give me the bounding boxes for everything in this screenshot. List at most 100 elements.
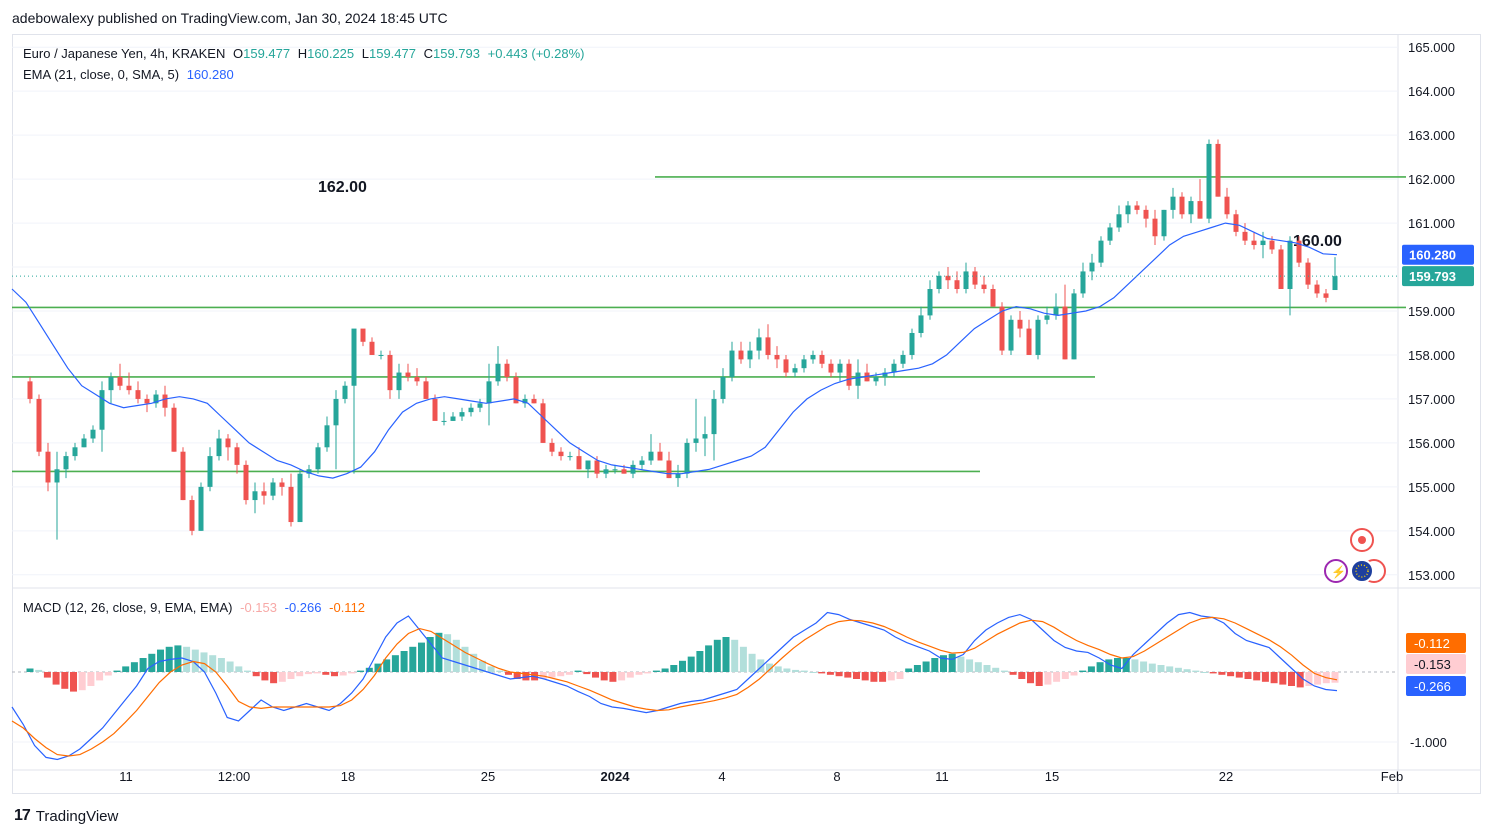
candle[interactable] bbox=[279, 482, 285, 487]
macd-histogram-bar[interactable] bbox=[200, 652, 208, 672]
candle[interactable] bbox=[1017, 319, 1023, 329]
candle[interactable] bbox=[972, 271, 978, 285]
candle[interactable] bbox=[423, 381, 429, 399]
candle[interactable] bbox=[747, 350, 753, 360]
macd-histogram-bar[interactable] bbox=[348, 672, 356, 674]
candle[interactable] bbox=[522, 398, 528, 404]
candle[interactable] bbox=[810, 354, 816, 360]
macd-histogram-bar[interactable] bbox=[1235, 672, 1243, 678]
macd-histogram-bar[interactable] bbox=[1174, 667, 1182, 672]
candle[interactable] bbox=[63, 456, 69, 470]
macd-histogram-bar[interactable] bbox=[1209, 672, 1217, 674]
candle[interactable] bbox=[396, 372, 402, 391]
candle[interactable] bbox=[1224, 196, 1230, 215]
macd-histogram-bar[interactable] bbox=[792, 669, 800, 672]
macd-histogram-bar[interactable] bbox=[574, 670, 582, 672]
macd-label[interactable]: MACD (12, 26, close, 9, EMA, EMA) bbox=[23, 600, 233, 615]
candle[interactable] bbox=[288, 486, 294, 523]
macd-histogram-bar[interactable] bbox=[461, 646, 469, 672]
macd-histogram-bar[interactable] bbox=[931, 658, 939, 672]
candle[interactable] bbox=[315, 447, 321, 470]
candle[interactable] bbox=[90, 429, 96, 439]
macd-histogram-bar[interactable] bbox=[52, 672, 60, 685]
macd-histogram-bar[interactable] bbox=[1122, 658, 1130, 672]
candle[interactable] bbox=[360, 328, 366, 342]
candle[interactable] bbox=[252, 491, 258, 501]
macd-histogram-bar[interactable] bbox=[1018, 672, 1026, 679]
candle[interactable] bbox=[1188, 201, 1194, 215]
candle[interactable] bbox=[378, 354, 384, 356]
candle[interactable] bbox=[1170, 196, 1176, 210]
candle[interactable] bbox=[603, 469, 609, 474]
candle[interactable] bbox=[1062, 306, 1068, 360]
candle[interactable] bbox=[459, 412, 465, 417]
lightning-event-icon[interactable] bbox=[1324, 559, 1348, 583]
macd-histogram-bar[interactable] bbox=[1044, 672, 1052, 685]
macd-histogram-bar[interactable] bbox=[478, 660, 486, 672]
macd-histogram-bar[interactable] bbox=[853, 672, 860, 679]
macd-histogram-bar[interactable] bbox=[783, 668, 791, 673]
candle[interactable] bbox=[1242, 231, 1248, 241]
macd-histogram-bar[interactable] bbox=[887, 672, 895, 681]
candle[interactable] bbox=[72, 447, 78, 457]
macd-histogram-bar[interactable] bbox=[600, 672, 608, 681]
macd-histogram-bar[interactable] bbox=[800, 670, 808, 672]
candle[interactable] bbox=[414, 376, 420, 382]
candle[interactable] bbox=[1278, 249, 1284, 290]
macd-histogram-bar[interactable] bbox=[618, 672, 626, 681]
candle[interactable] bbox=[1287, 240, 1293, 290]
macd-histogram-bar[interactable] bbox=[1131, 659, 1139, 672]
footer-brand[interactable]: 17 TradingView bbox=[14, 807, 118, 825]
candle[interactable] bbox=[126, 385, 132, 391]
candle[interactable] bbox=[792, 368, 798, 373]
macd-histogram-bar[interactable] bbox=[304, 672, 312, 675]
macd-histogram-bar[interactable] bbox=[296, 672, 304, 677]
candle[interactable] bbox=[1233, 214, 1239, 232]
macd-histogram-bar[interactable] bbox=[122, 666, 130, 672]
candle[interactable] bbox=[153, 394, 159, 404]
macd-histogram-bar[interactable] bbox=[1288, 672, 1295, 686]
candle[interactable] bbox=[891, 363, 897, 373]
candle[interactable] bbox=[900, 354, 906, 364]
candle[interactable] bbox=[1269, 240, 1275, 250]
candle[interactable] bbox=[333, 398, 339, 426]
macd-histogram-bar[interactable] bbox=[940, 655, 947, 672]
candle[interactable] bbox=[216, 438, 222, 457]
candle[interactable] bbox=[828, 363, 834, 373]
macd-histogram-bar[interactable] bbox=[974, 662, 982, 672]
macd-histogram-bar[interactable] bbox=[957, 656, 965, 672]
candle[interactable] bbox=[540, 403, 546, 443]
candle[interactable] bbox=[1080, 271, 1086, 294]
candle[interactable] bbox=[117, 376, 123, 386]
macd-histogram-bar[interactable] bbox=[61, 672, 69, 689]
candle[interactable] bbox=[1125, 205, 1131, 215]
macd-histogram-bar[interactable] bbox=[696, 651, 704, 672]
macd-histogram-bar[interactable] bbox=[713, 639, 721, 672]
macd-histogram-bar[interactable] bbox=[844, 672, 852, 678]
macd-histogram-bar[interactable] bbox=[391, 655, 399, 672]
candle[interactable] bbox=[873, 376, 879, 382]
macd-histogram-bar[interactable] bbox=[365, 667, 373, 672]
candle[interactable] bbox=[720, 376, 726, 399]
macd-histogram-bar[interactable] bbox=[818, 672, 826, 674]
macd-histogram-bar[interactable] bbox=[1244, 672, 1252, 679]
candle[interactable] bbox=[1026, 328, 1032, 355]
macd-histogram-bar[interactable] bbox=[966, 659, 974, 672]
macd-histogram-bar[interactable] bbox=[331, 672, 338, 677]
candle[interactable] bbox=[324, 425, 330, 448]
candle[interactable] bbox=[738, 350, 744, 360]
macd-histogram-bar[interactable] bbox=[1192, 670, 1200, 672]
candle[interactable] bbox=[765, 337, 771, 355]
candle[interactable] bbox=[342, 385, 348, 399]
macd-histogram-bar[interactable] bbox=[209, 655, 217, 672]
candle[interactable] bbox=[144, 398, 150, 404]
macd-histogram-bar[interactable] bbox=[548, 672, 556, 678]
candle[interactable] bbox=[927, 289, 933, 316]
macd-histogram-bar[interactable] bbox=[722, 637, 730, 672]
macd-histogram-bar[interactable] bbox=[705, 645, 713, 672]
macd-histogram-bar[interactable] bbox=[322, 672, 330, 675]
candle[interactable] bbox=[1035, 319, 1041, 355]
candle[interactable] bbox=[243, 464, 249, 501]
candle[interactable] bbox=[1314, 284, 1320, 294]
candle[interactable] bbox=[297, 473, 303, 523]
